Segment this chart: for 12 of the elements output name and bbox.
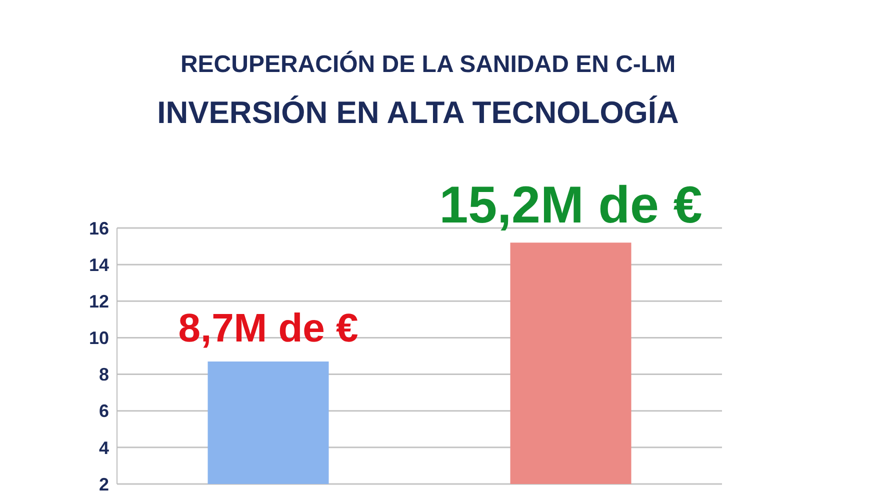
data-label: 15,2M de € <box>439 176 702 235</box>
y-tick-label: 14 <box>88 254 109 275</box>
y-tick-label: 16 <box>88 218 109 238</box>
y-tick-label: 8 <box>98 364 109 385</box>
chart-title: RECUPERACIÓN DE LA SANIDAD EN C-LM <box>179 50 677 80</box>
y-tick-label: 10 <box>88 328 109 348</box>
y-tick-label: 6 <box>98 401 109 422</box>
data-label: 8,7M de € <box>178 306 358 350</box>
y-tick-label: 4 <box>98 438 109 458</box>
chart-subtitle: INVERSIÓN EN ALTA TECNOLOGÍA <box>156 94 680 132</box>
y-tick-label: 12 <box>88 292 109 312</box>
y-tick-label: 2 <box>98 474 109 494</box>
